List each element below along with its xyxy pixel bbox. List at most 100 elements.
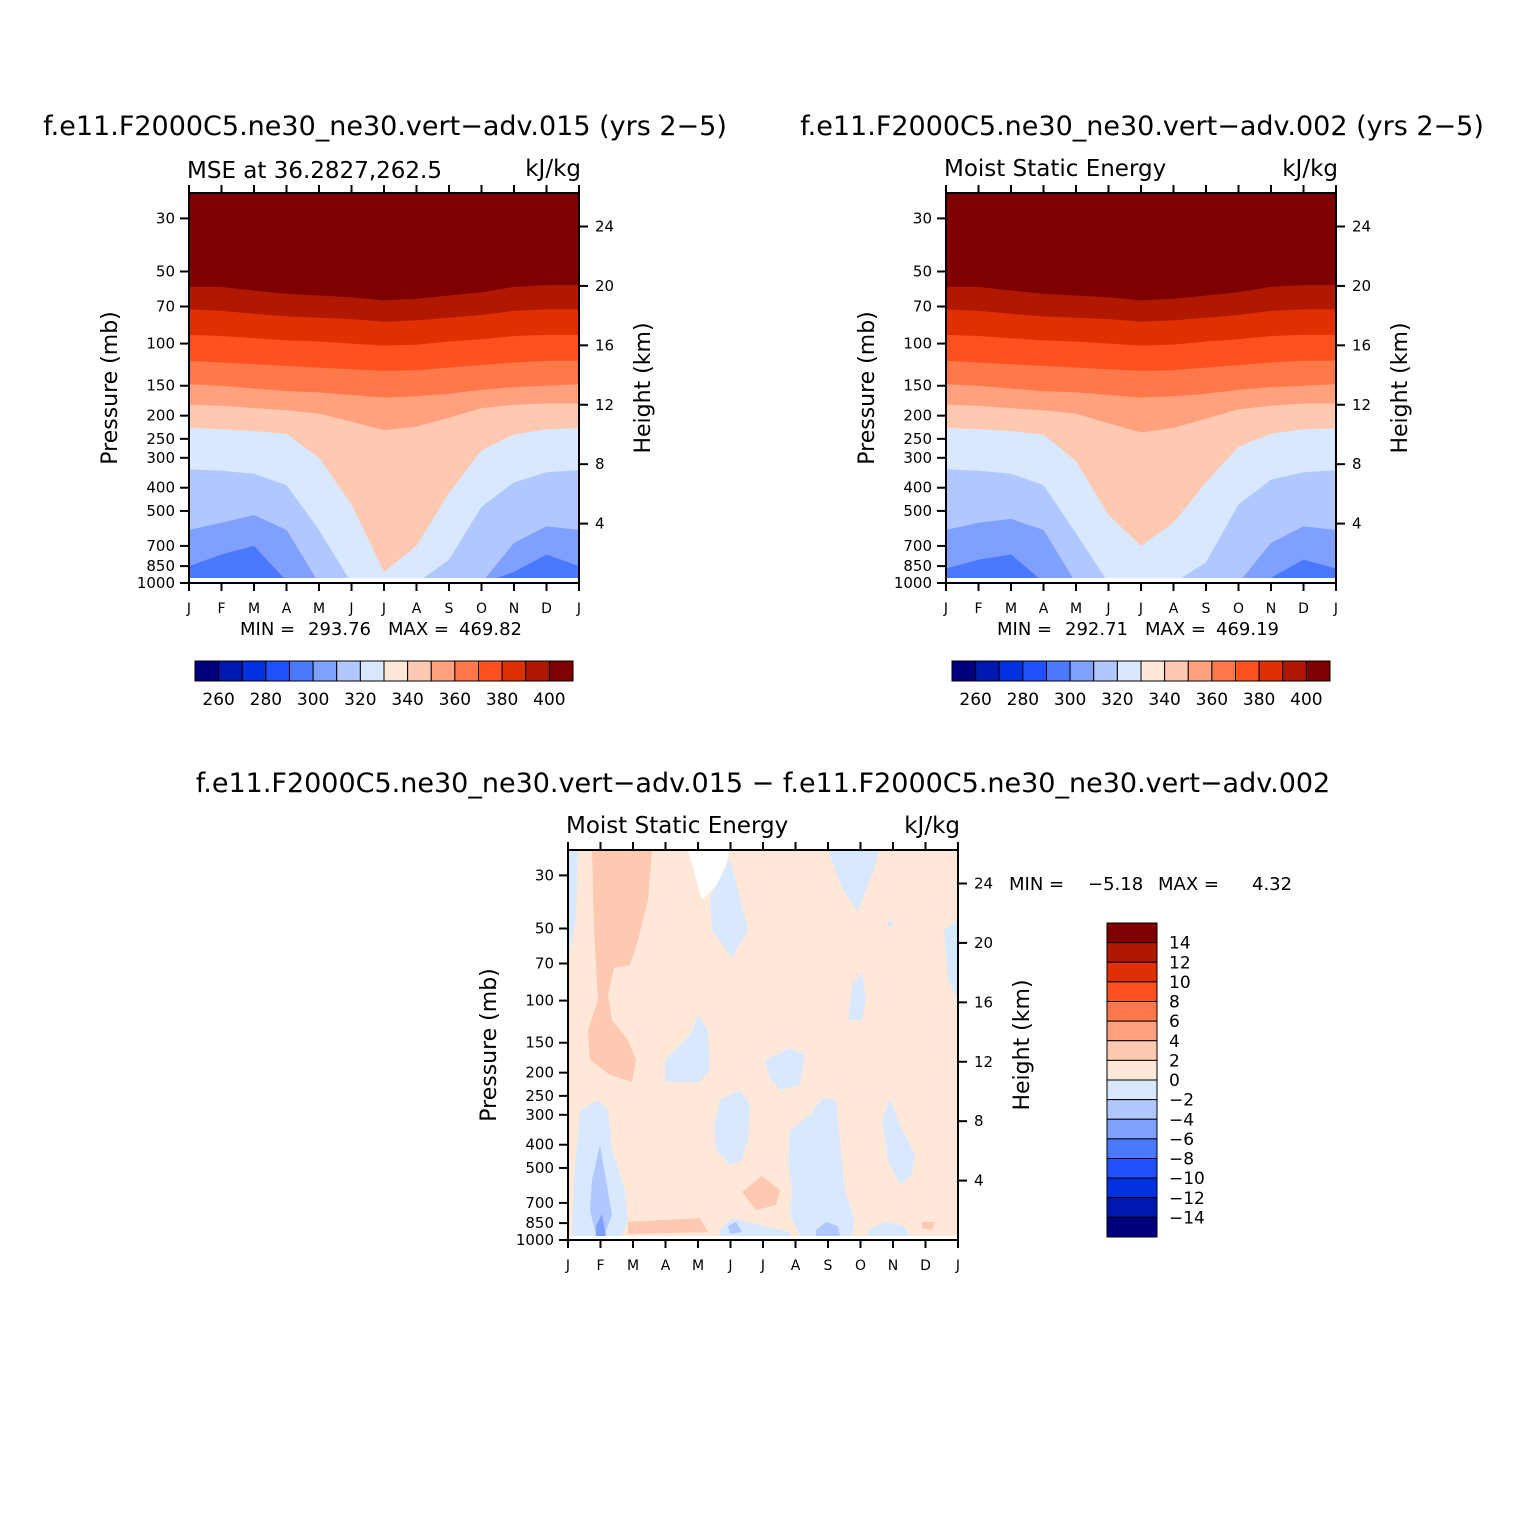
panel-b-minmax: MIN = 292.71 MAX = 469.19: [997, 619, 1279, 640]
colorbar-label: 400: [533, 690, 565, 710]
colorbar-box: [975, 660, 1000, 682]
y-tick-right-label: 24: [974, 875, 993, 893]
panel-a-ylabel: Pressure (mb): [98, 311, 123, 465]
colorbar-box: [1106, 1001, 1158, 1022]
x-tick-label: J: [381, 601, 386, 617]
colorbar-box: [194, 660, 220, 682]
colorbar-box: [951, 660, 977, 682]
x-tick-label: M: [313, 601, 325, 617]
colorbar-label: −8: [1169, 1150, 1194, 1170]
y-tick-label: 70: [535, 954, 554, 972]
colorbar-box: [1282, 660, 1307, 682]
contour-band-400: [189, 193, 579, 301]
x-tick-label: J: [760, 1258, 765, 1274]
ground-strip: [946, 578, 1336, 583]
colorbar-box: [1106, 1158, 1158, 1179]
y-tick-label: 150: [525, 1034, 554, 1052]
colorbar-label: −2: [1169, 1091, 1194, 1111]
colorbar-box: [1106, 1020, 1158, 1042]
y-tick-label: 400: [525, 1136, 554, 1154]
y-tick-label: 1000: [516, 1231, 554, 1249]
y-tick-right-label: 20: [974, 934, 993, 952]
colorbar-box: [1106, 942, 1158, 963]
panel-b-left-string: Moist Static Energy: [944, 156, 1166, 182]
x-tick-label: F: [974, 601, 982, 617]
panel-c-contour-fill: [568, 850, 958, 1240]
y-tick-right-label: 24: [595, 218, 614, 236]
y-tick-label: 150: [146, 377, 175, 395]
y-tick-label: 250: [525, 1087, 554, 1105]
x-tick-label: O: [1233, 601, 1244, 617]
x-tick-label: F: [596, 1258, 604, 1274]
diff-negative-region-feb-core: [590, 1145, 612, 1236]
y-tick-label: 250: [146, 430, 175, 448]
y-tick-label: 100: [146, 335, 175, 353]
diff-negative-region-jul-mid: [765, 1048, 805, 1090]
x-tick-label: O: [476, 601, 487, 617]
x-tick-label: J: [576, 601, 581, 617]
y-tick-label: 70: [156, 297, 175, 315]
y-tick-label: 300: [903, 449, 932, 467]
diff-negative-region-oct: [848, 972, 866, 1020]
y-tick-label: 300: [146, 449, 175, 467]
x-tick-label: S: [1202, 601, 1211, 617]
colorbar-box: [1106, 981, 1158, 1002]
x-tick-label: N: [1266, 601, 1276, 617]
colorbar-label: 0: [1169, 1071, 1180, 1091]
panel-b-ylabel: Pressure (mb): [855, 311, 880, 465]
colorbar-box: [241, 660, 267, 682]
colorbar-label: 14: [1169, 934, 1191, 954]
x-tick-label: J: [348, 601, 353, 617]
y-tick-label: 850: [525, 1214, 554, 1232]
diff-negative-region-feb-min: [596, 1214, 606, 1236]
panel-b-contour-fill: [946, 193, 1336, 583]
colorbar-box: [1093, 660, 1118, 682]
panel-c-ylabel-right: Height (km): [1010, 979, 1035, 1110]
colorbar-box: [1106, 1177, 1158, 1199]
panel-a-max: 469.82: [459, 619, 522, 640]
panel-c-max-label: MAX =: [1158, 874, 1219, 895]
y-tick-label: 250: [903, 430, 932, 448]
x-tick-label: M: [1005, 601, 1017, 617]
colorbar-label: 280: [1007, 690, 1039, 710]
y-tick-right-label: 20: [1352, 277, 1371, 295]
colorbar-label: 300: [297, 690, 329, 710]
colorbar-box: [265, 660, 290, 682]
colorbar-box: [1046, 660, 1071, 682]
diff-positive-region-dec: [922, 1222, 935, 1230]
panel-c-title: f.e11.F2000C5.ne30_ne30.vert−adv.015 − f…: [196, 768, 1331, 799]
y-tick-right-label: 16: [1352, 336, 1371, 354]
x-tick-label: D: [541, 601, 552, 617]
y-tick-label: 1000: [137, 574, 175, 592]
x-tick-label: S: [445, 601, 454, 617]
diff-negative-speck: [887, 920, 893, 928]
colorbar-label: 10: [1169, 973, 1191, 993]
colorbar-label: 340: [391, 690, 423, 710]
panel-b-units: kJ/kg: [1282, 156, 1338, 182]
y-tick-label: 300: [525, 1106, 554, 1124]
y-tick-label: 50: [156, 263, 175, 281]
y-tick-label: 100: [525, 992, 554, 1010]
x-tick-label: A: [412, 601, 422, 617]
colorbar-label: 380: [1243, 690, 1275, 710]
panel-a-units: kJ/kg: [525, 156, 581, 182]
x-tick-label: J: [1105, 601, 1110, 617]
y-tick-label: 100: [903, 335, 932, 353]
y-tick-label: 850: [146, 557, 175, 575]
x-tick-label: M: [627, 1258, 639, 1274]
panel-b-ylabel-right: Height (km): [1388, 322, 1413, 453]
diff-negative-region-jun-core: [728, 1222, 742, 1234]
x-tick-label: O: [855, 1258, 866, 1274]
panel-b-colorbar: 260 280 300 320 340 360 380 400: [951, 660, 1331, 710]
colorbar-label: 400: [1290, 690, 1322, 710]
panel-c-min-label: MIN =: [1009, 874, 1064, 895]
y-tick-label: 30: [156, 209, 175, 227]
panel-a-contour-fill: [189, 193, 579, 583]
x-tick-label: J: [1138, 601, 1143, 617]
y-tick-right-label: 4: [1352, 515, 1362, 533]
x-tick-label: D: [1298, 601, 1309, 617]
